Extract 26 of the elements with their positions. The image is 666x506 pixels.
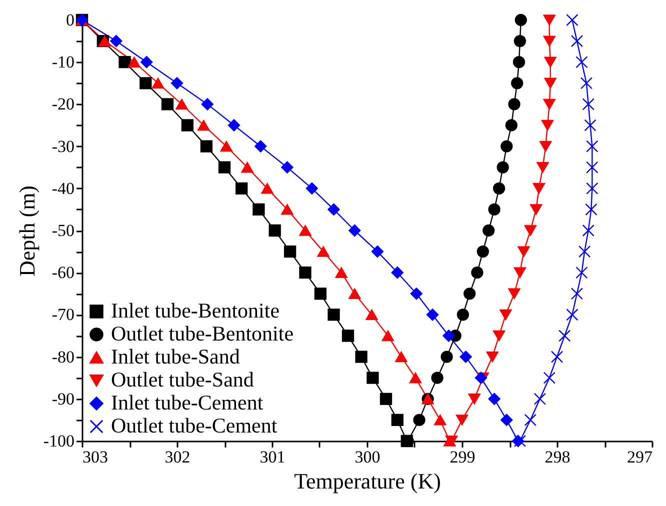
legend-label: Outlet tube-Bentonite: [111, 322, 294, 346]
y-axis-title: Depth (m): [14, 185, 40, 277]
y-tick-label: -100: [43, 432, 74, 450]
y-tick-label: -60: [52, 263, 74, 282]
x-tick-label: 297: [627, 448, 653, 466]
legend-label: Inlet tube-Sand: [111, 344, 240, 368]
y-tick-label: -90: [52, 389, 74, 408]
x-tick-label: 301: [260, 448, 286, 466]
y-tick-label: -50: [52, 221, 74, 240]
legend-label: Outlet tube-Sand: [111, 368, 254, 392]
x-tick-label: 302: [164, 448, 190, 466]
y-tick-label: -70: [52, 305, 74, 324]
x-tick-label: 300: [354, 448, 380, 466]
y-tick-label: -10: [52, 52, 74, 72]
x-axis-title: Temperature (K): [294, 468, 441, 494]
legend-label: Inlet tube-Bentonite: [111, 298, 280, 322]
y-tick-label: 0: [66, 10, 74, 30]
y-tick-label: -30: [52, 136, 74, 156]
x-tick-label: 303: [82, 448, 108, 466]
legend-label: Outlet tube-Cement: [111, 414, 278, 438]
legend-label: Inlet tube-Cement: [111, 390, 264, 414]
y-tick-label: -40: [52, 178, 74, 198]
y-tick-label: -80: [52, 347, 74, 366]
y-tick-label: -20: [52, 94, 74, 114]
x-tick-label: 298: [544, 448, 570, 466]
x-tick-label: 299: [450, 448, 476, 466]
